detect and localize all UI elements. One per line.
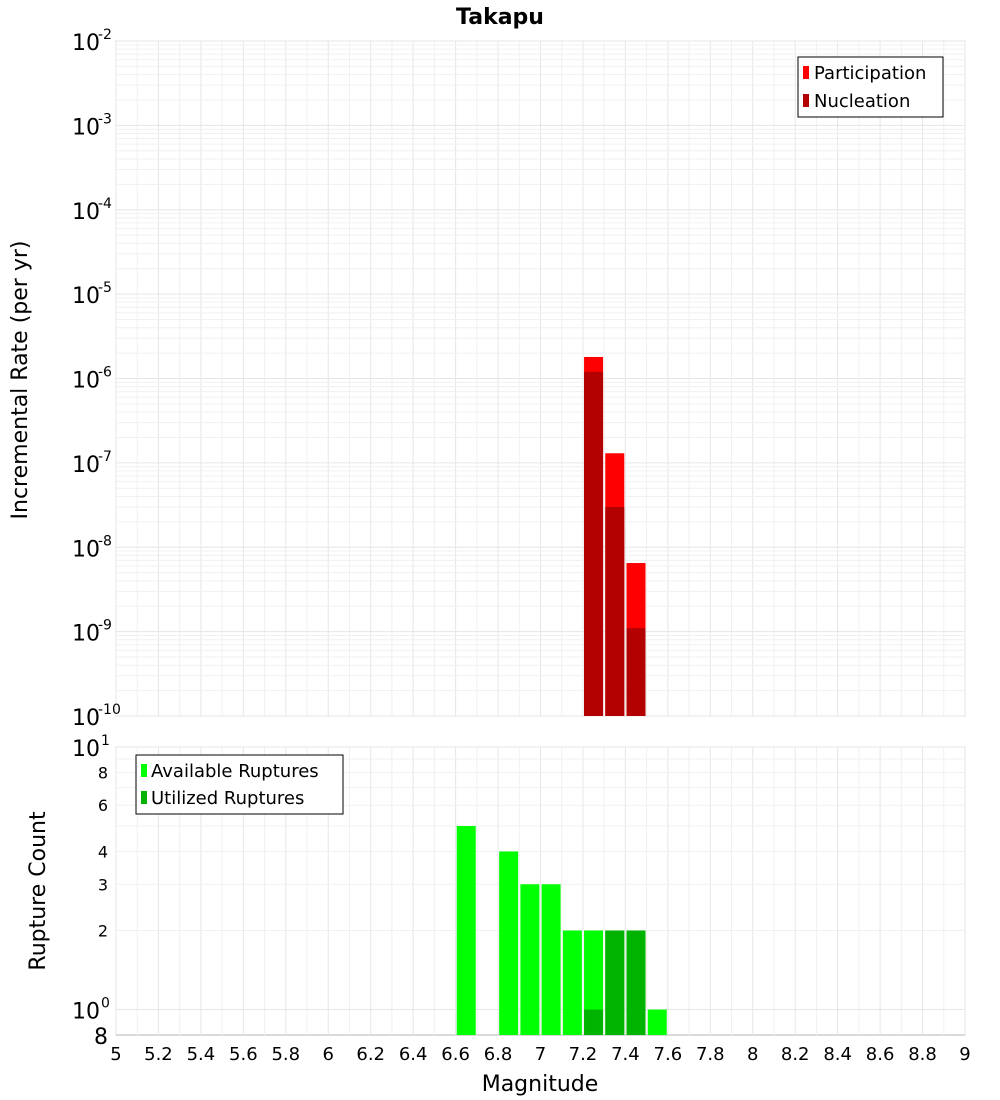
x-tick-label: 7.2 [569,1044,598,1065]
y-tick-label: 10-3 [72,111,112,140]
available-ruptures-bar [647,1009,667,1035]
available-ruptures-bar [584,930,604,1035]
x-tick-label: 6.6 [441,1044,470,1065]
y-tick-base: 10 [72,737,100,762]
y-tick-base: 10 [72,31,100,56]
y-tick-label: 8 [94,1025,108,1050]
y-tick-exponent: -2 [98,27,112,43]
x-tick-label: 5.2 [144,1044,173,1065]
y-tick-exponent: -3 [98,111,112,127]
y-tick-label: 8 [98,763,108,782]
y-tick-base: 10 [72,284,100,309]
y-tick-label: 10-2 [72,27,112,56]
x-tick-label: 6.2 [356,1044,385,1065]
bottom-legend: Available Ruptures Utilized Ruptures [135,754,344,815]
x-ticks: 5 5.2 5.4 5.6 5.8 6 6.2 6.4 6.6 6.8 7 7.2 7.4 7.6 7.8 8… [110,1044,970,1065]
y-tick-label: 3 [98,875,108,894]
x-tick-label: 5.6 [229,1044,258,1065]
y-tick-base: 10 [72,622,100,647]
x-axis-label: Magnitude [482,1072,599,1097]
x-tick-label: 7.4 [611,1044,640,1065]
chart-title: Takapu [456,5,544,30]
y-tick-exponent: -9 [98,618,112,634]
available-ruptures-bar [541,884,561,1035]
y-tick-label: 10-10 [72,702,121,731]
y-tick-base: 10 [72,706,100,731]
x-tick-label: 5.8 [271,1044,300,1065]
legend-swatch-participation [803,66,809,79]
y-tick-exponent: 0 [101,996,110,1012]
y-tick-label: 10 0 [72,996,110,1025]
y-tick-label: 10-6 [72,365,112,394]
available-ruptures-bar [562,930,582,1035]
y-tick-label: 10-7 [72,449,112,478]
top-legend: Participation Nucleation [797,56,944,118]
top-legend-box [797,56,944,118]
nucleation-bar [626,628,646,716]
y-tick-base: 10 [72,115,100,140]
y-tick-base: 10 [72,453,100,478]
nucleation-bar [605,506,625,716]
x-tick-label: 8.6 [866,1044,895,1065]
y-tick-label: 10-5 [72,280,112,309]
bottom-legend-box [135,754,344,815]
bottom-bars [456,826,667,1035]
legend-swatch-available [141,764,147,777]
y-tick-base: 10 [72,1000,100,1025]
y-tick-base: 10 [72,537,100,562]
available-ruptures-bar [499,851,519,1035]
y-tick-exponent: -10 [98,702,121,718]
x-tick-label: 7.8 [696,1044,725,1065]
y-tick-label: 2 [98,922,108,941]
legend-label-nucleation: Nucleation [814,91,910,112]
y-tick-base: 10 [72,369,100,394]
x-tick-label: 8.8 [908,1044,937,1065]
top-bars [584,356,646,716]
y-tick-exponent: -4 [98,196,112,212]
x-tick-label: 7 [535,1044,546,1065]
bottom-y-axis-label: Rupture Count [26,811,51,971]
x-tick-label: 8.2 [781,1044,810,1065]
y-tick-base: 10 [72,200,100,225]
y-tick-label: 10-8 [72,533,112,562]
available-ruptures-bar [456,826,476,1035]
y-tick-label: 6 [98,796,108,815]
nucleation-bar [584,371,604,716]
legend-label-available: Available Ruptures [151,761,319,782]
y-tick-exponent: 1 [101,733,110,749]
x-tick-label: 9 [959,1044,970,1065]
x-tick-label: 6 [323,1044,334,1065]
top-y-ticks: 10-210-310-410-510-610-710-810-910-10 [72,27,121,731]
y-tick-exponent: -8 [98,533,112,549]
x-tick-label: 8.4 [823,1044,852,1065]
utilized-ruptures-bar [605,930,625,1035]
x-tick-label: 5 [110,1044,121,1065]
legend-label-utilized: Utilized Ruptures [151,788,304,809]
utilized-ruptures-bar [626,930,646,1035]
x-tick-label: 8 [747,1044,758,1065]
utilized-ruptures-bar [584,1009,604,1035]
x-tick-label: 6.4 [399,1044,428,1065]
top-grid [115,40,966,717]
top-y-axis-label: Incremental Rate (per yr) [8,241,33,520]
y-tick-exponent: -6 [98,365,112,381]
y-tick-exponent: -7 [98,449,112,465]
available-ruptures-bar [520,884,540,1035]
top-panel: 10-210-310-410-510-610-710-810-910-10 In… [8,27,966,731]
y-tick-label: 4 [98,842,108,861]
y-tick-label: 10-9 [72,618,112,647]
x-tick-label: 7.6 [654,1044,683,1065]
legend-swatch-nucleation [803,94,809,107]
y-tick-exponent: -5 [98,280,112,296]
legend-swatch-utilized [141,791,147,804]
x-tick-label: 6.8 [484,1044,513,1065]
y-tick-label: 10 1 [72,733,110,762]
legend-label-participation: Participation [814,63,926,84]
y-tick-label: 10-4 [72,196,112,225]
x-tick-label: 5.4 [187,1044,216,1065]
